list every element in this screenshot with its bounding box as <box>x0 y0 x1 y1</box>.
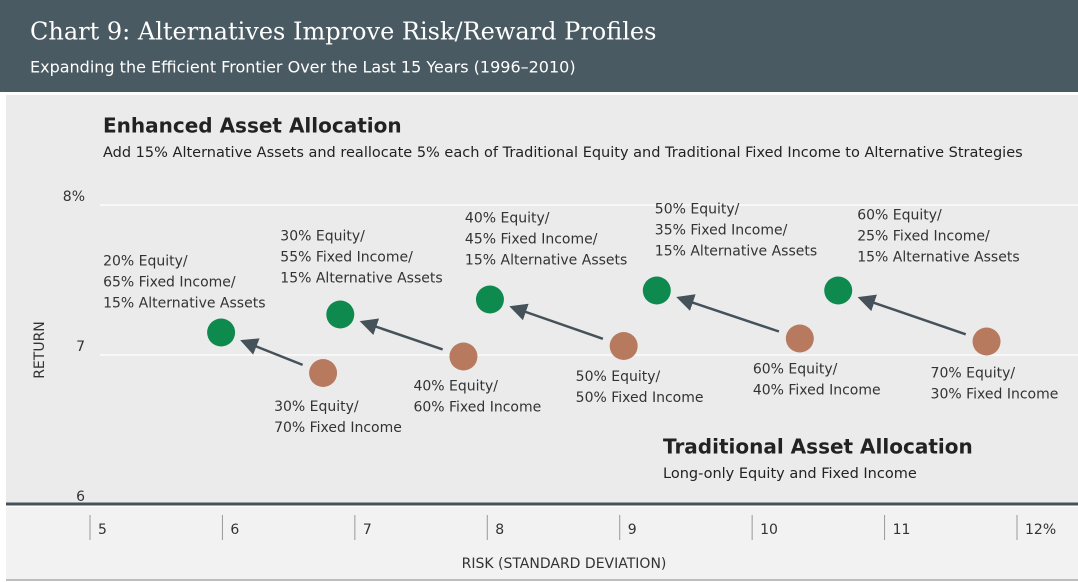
series-heading: Enhanced Asset Allocation <box>103 114 402 138</box>
point-label: 30% Equity/ <box>274 399 359 415</box>
y-tick-label: 8% <box>63 189 85 205</box>
plot-background <box>6 95 1078 503</box>
x-tick-label: 11 <box>893 522 911 538</box>
x-tick-label: 5 <box>98 522 107 538</box>
point-label: 30% Equity/ <box>280 229 365 245</box>
point-label: 50% Fixed Income <box>576 390 704 406</box>
point <box>972 327 1001 356</box>
y-axis-label: RETURN <box>32 321 48 379</box>
point-label: 25% Fixed Income/ <box>857 229 990 245</box>
y-tick-label: 7 <box>76 339 85 355</box>
shift-arrow <box>359 318 444 351</box>
x-axis-band <box>6 507 1078 581</box>
point-label: 60% Equity/ <box>753 362 838 378</box>
series-heading: Traditional Asset Allocation <box>663 435 973 459</box>
point-label: 50% Equity/ <box>576 369 661 385</box>
point-label: 60% Fixed Income <box>413 400 541 416</box>
point-label: 15% Alternative Assets <box>103 296 265 312</box>
point-label: 15% Alternative Assets <box>655 244 817 260</box>
series-description: Add 15% Alternative Assets and reallocat… <box>103 145 1023 161</box>
chart-title: Chart 9: Alternatives Improve Risk/Rewar… <box>30 18 656 46</box>
point-label: 20% Equity/ <box>103 254 188 270</box>
point-label: 15% Alternative Assets <box>465 253 627 269</box>
y-tick-label: 6 <box>76 489 85 505</box>
point <box>207 318 236 347</box>
x-tick-label: 8 <box>495 522 504 538</box>
point <box>475 285 504 314</box>
point-label: 40% Equity/ <box>413 379 498 395</box>
point-label: 40% Equity/ <box>465 211 550 227</box>
point-label: 55% Fixed Income/ <box>280 250 413 266</box>
point-label: 35% Fixed Income/ <box>655 223 788 239</box>
point-label: 45% Fixed Income/ <box>465 232 598 248</box>
point-label: 15% Alternative Assets <box>280 271 442 287</box>
x-tick-label: 7 <box>363 522 372 538</box>
shift-arrow <box>509 303 604 340</box>
shift-arrow <box>676 294 780 333</box>
point <box>642 276 671 305</box>
x-tick-label: 10 <box>760 522 778 538</box>
point-label: 70% Equity/ <box>931 366 1016 382</box>
point <box>449 342 478 371</box>
shift-arrow <box>240 338 304 367</box>
point <box>785 324 814 353</box>
point-label: 50% Equity/ <box>655 202 740 218</box>
shift-arrow <box>857 294 967 336</box>
point <box>326 300 355 329</box>
point <box>609 332 638 360</box>
series-description: Long-only Equity and Fixed Income <box>663 466 917 482</box>
point <box>309 359 338 387</box>
point-label: 15% Alternative Assets <box>857 250 1019 266</box>
x-axis-label: RISK (STANDARD DEVIATION) <box>462 556 667 572</box>
header-band <box>0 0 1078 92</box>
chart-subtitle: Expanding the Efficient Frontier Over th… <box>30 58 576 77</box>
x-tick-label: 9 <box>628 522 637 538</box>
x-tick-label: 12% <box>1025 522 1056 538</box>
point-label: 70% Fixed Income <box>274 420 402 436</box>
point-label: 30% Fixed Income <box>931 387 1059 403</box>
point-label: 40% Fixed Income <box>753 383 881 399</box>
point-label: 65% Fixed Income/ <box>103 275 236 291</box>
point-label: 60% Equity/ <box>857 208 942 224</box>
x-tick-label: 6 <box>230 522 239 538</box>
point <box>824 276 853 305</box>
